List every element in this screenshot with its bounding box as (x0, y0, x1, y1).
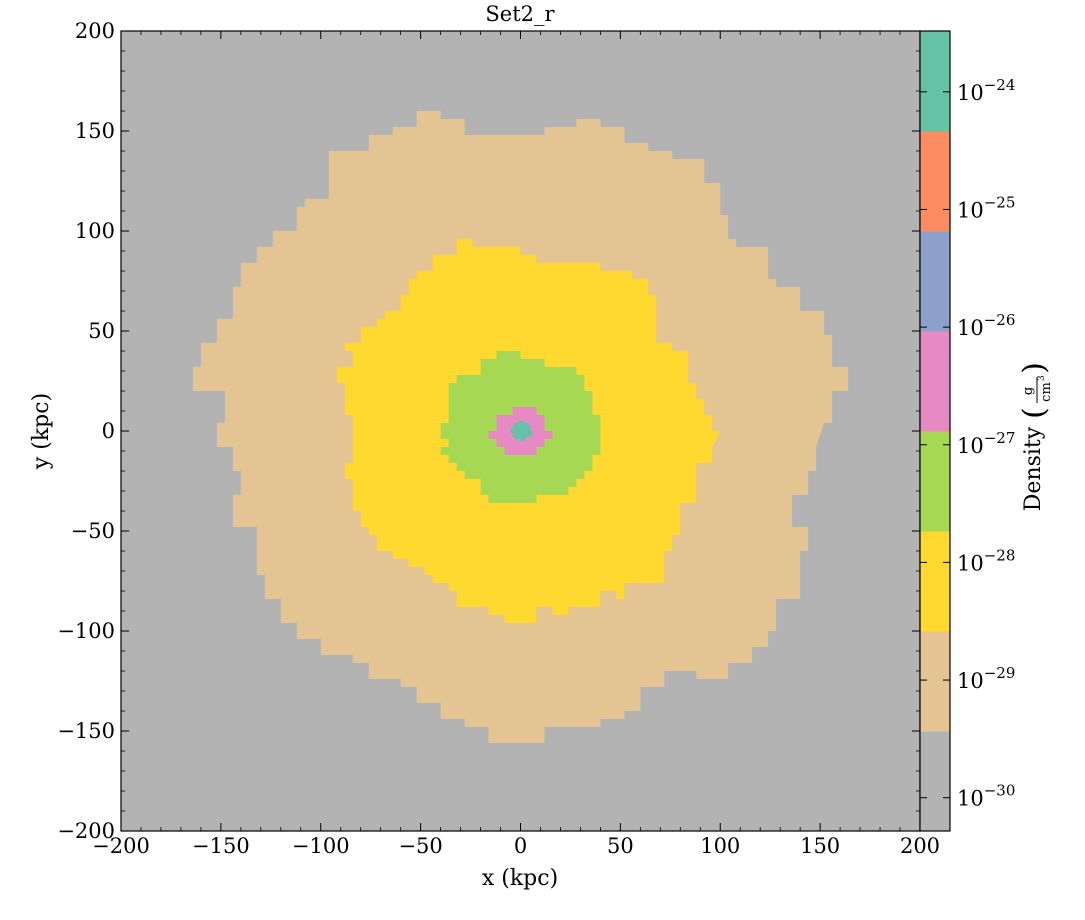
x-tick-label: 200 (900, 834, 940, 858)
x-axis-label: x (kpc) (482, 866, 558, 891)
y-axis-label: y (kpc) (29, 393, 54, 470)
colorbar-tick-label: 10−29 (957, 664, 1015, 693)
colorbar-band (920, 431, 950, 532)
colorbar-band (920, 731, 950, 832)
x-tick-label: 150 (800, 834, 840, 858)
y-tick-label: 100 (75, 219, 115, 243)
colorbar-unit-denominator: cm (1039, 382, 1054, 402)
x-tick-label: −150 (192, 834, 250, 858)
colorbar-band (920, 131, 950, 232)
colorbar-band (920, 631, 950, 732)
colorbar-tick-label: 10−24 (957, 76, 1015, 105)
colorbar-tick-label: 10−27 (957, 429, 1015, 458)
colorbar-band (920, 331, 950, 432)
colorbar: 10−24 10−25 10−26 10−27 10−28 10−29 10−30 Dens… (919, 30, 1054, 832)
colorbar-ticks: 10−24 10−25 10−26 10−27 10−28 10−29 10−30 (920, 76, 1015, 811)
colorbar-tick-label: 10−25 (957, 193, 1015, 222)
chart-title: Set2_r (485, 2, 555, 26)
colorbar-unit-open-paren: ( (1017, 407, 1052, 419)
x-tick-label: 0 (514, 834, 527, 858)
colorbar-unit-close-paren: ) (1017, 362, 1052, 374)
x-axis-ticks: −200 −150 −100 −50 0 50 100 150 200 (92, 31, 940, 858)
colorbar-unit-numerator: g (1021, 387, 1036, 395)
colorbar-unit-exponent: 3 (1037, 375, 1047, 381)
plot-area: −200 −150 −100 −50 0 50 100 150 200 −200 −150 −100… (57, 19, 940, 858)
x-tick-label: −100 (292, 834, 350, 858)
density-region (510, 421, 533, 441)
y-tick-label: −150 (57, 719, 115, 743)
colorbar-tick-label: 10−30 (957, 782, 1015, 811)
colorbar-band (920, 531, 950, 632)
y-tick-label: 200 (75, 19, 115, 43)
colorbar-band (920, 31, 950, 132)
colorbar-tick-label: 10−28 (957, 546, 1015, 575)
colorbar-label-text: Density (1021, 426, 1046, 511)
colorbar-band (920, 231, 950, 332)
x-tick-label: 50 (607, 834, 634, 858)
y-tick-label: 50 (88, 319, 115, 343)
y-tick-label: −50 (71, 519, 115, 543)
density-regions (192, 111, 849, 743)
y-tick-label: 0 (102, 419, 115, 443)
colorbar-bands (920, 31, 950, 832)
colorbar-tick-label: 10−26 (957, 311, 1015, 340)
y-tick-label: −100 (57, 619, 115, 643)
colorbar-label: Density ( g cm 3 ) (1017, 362, 1054, 511)
x-tick-label: −200 (92, 834, 150, 858)
y-tick-label: 150 (75, 119, 115, 143)
colorbar-frame (919, 30, 951, 832)
density-region-shape (510, 421, 533, 441)
x-tick-label: 100 (700, 834, 740, 858)
y-tick-label: −200 (57, 819, 115, 843)
y-axis-ticks: −200 −150 −100 −50 0 50 100 150 200 (57, 19, 920, 843)
x-tick-label: −50 (398, 834, 442, 858)
